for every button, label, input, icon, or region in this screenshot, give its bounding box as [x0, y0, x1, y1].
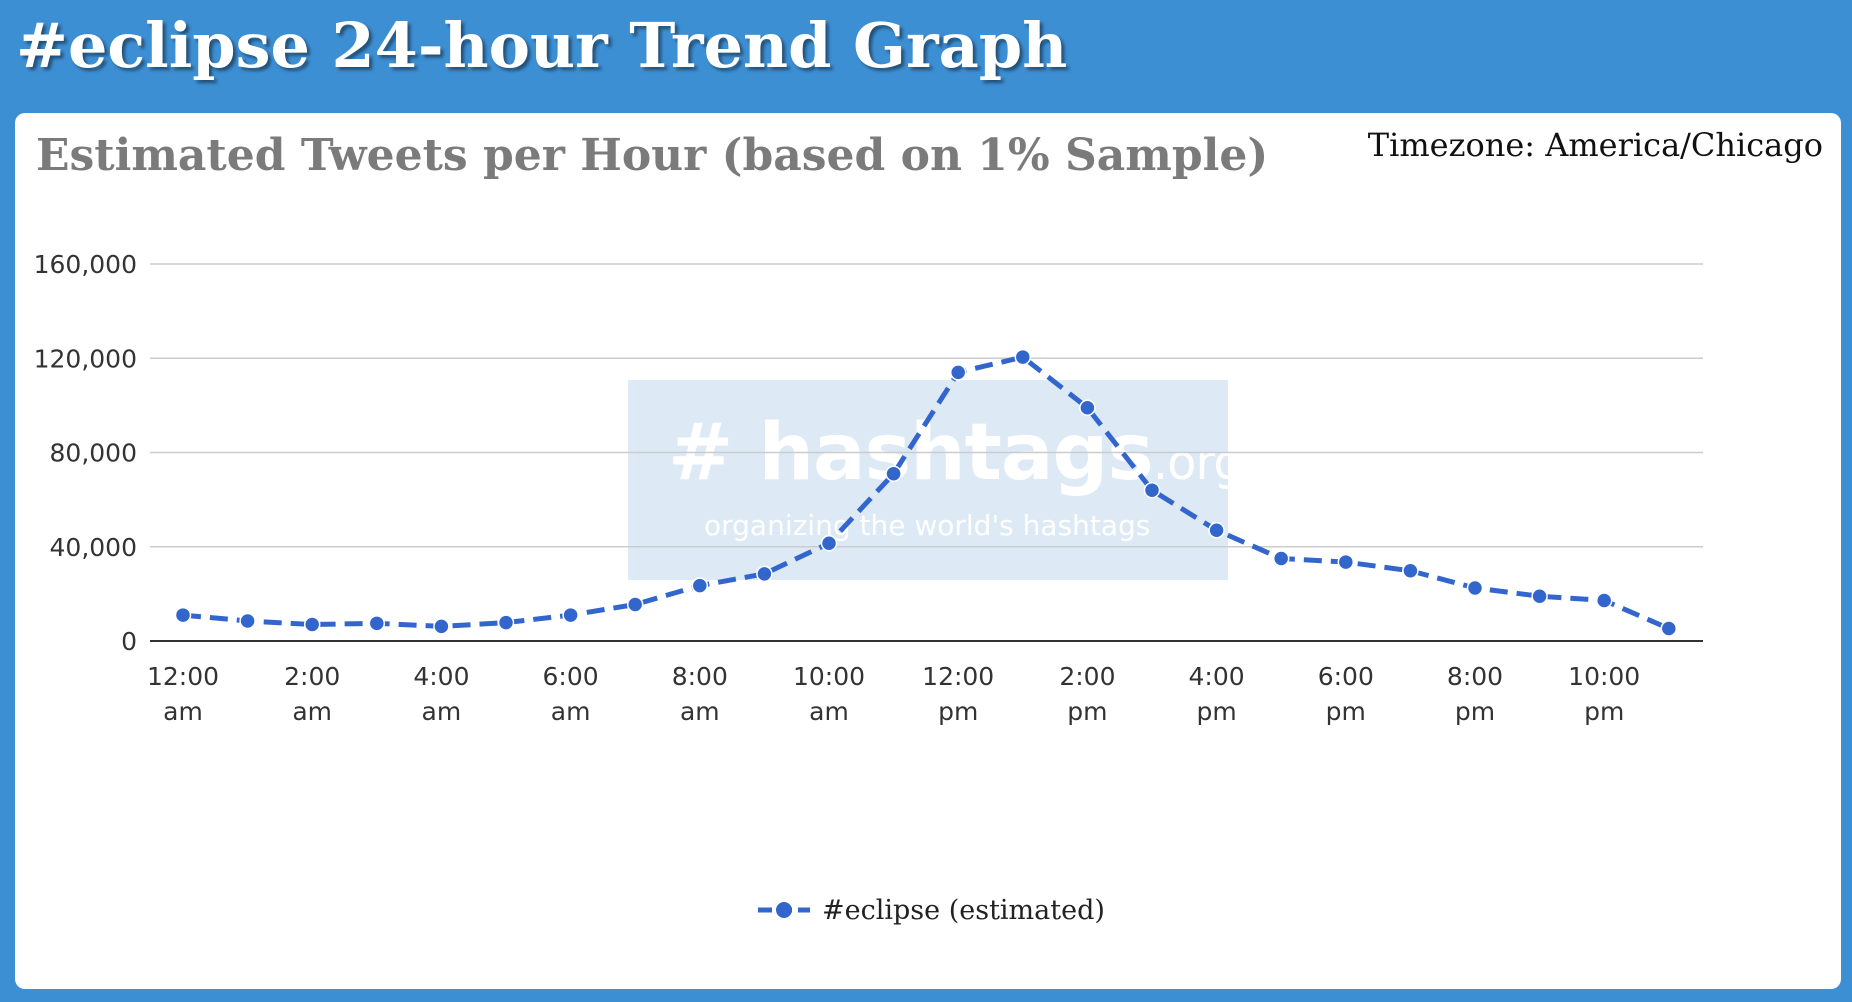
data-point[interactable]	[433, 618, 450, 635]
data-point[interactable]	[1143, 481, 1161, 499]
data-point[interactable]	[756, 565, 773, 583]
x-tick-label-time: 8:00	[1447, 662, 1503, 691]
legend-label: #eclipse (estimated)	[822, 894, 1105, 926]
y-tick-label: 0	[121, 627, 137, 656]
data-point[interactable]	[497, 614, 515, 631]
x-tick-label-time: 4:00	[1189, 662, 1245, 691]
data-point[interactable]	[239, 612, 256, 630]
timezone-label: Timezone: America/Chicago	[1367, 126, 1823, 164]
data-point[interactable]	[368, 615, 386, 632]
data-point[interactable]	[303, 616, 321, 633]
y-tick-label: 120,000	[34, 344, 137, 373]
data-point[interactable]	[562, 606, 579, 624]
x-tick-label-time: 10:00	[793, 662, 865, 691]
x-tick-label-period: pm	[1584, 697, 1624, 726]
data-point[interactable]	[820, 534, 838, 552]
x-tick-label-time: 12:00	[922, 662, 994, 691]
data-point[interactable]	[1014, 348, 1032, 366]
y-axis-ticks: 0 40,000 80,000 120,000 160,000	[34, 250, 137, 656]
x-tick-label-period: pm	[938, 697, 978, 726]
data-point[interactable]	[1272, 550, 1290, 567]
data-point[interactable]	[1079, 399, 1096, 416]
x-tick-label-period: am	[680, 697, 720, 726]
data-point[interactable]	[949, 364, 967, 381]
series-line	[182, 354, 1670, 631]
grid-layer	[150, 263, 1703, 642]
legend: #eclipse (estimated)	[756, 890, 1105, 930]
data-point[interactable]	[1402, 562, 1419, 580]
watermark-brand-suffix: .org	[1152, 435, 1244, 491]
x-tick-label-period: pm	[1196, 697, 1236, 726]
x-axis-ticks: 12:00 am 2:00 am 4:00 am 6:00 am 8:00 am 10:00 am 12…	[147, 662, 1640, 726]
x-tick-label-time: 8:00	[672, 662, 728, 691]
x-tick-label-period: am	[809, 697, 849, 726]
x-tick-label-period: pm	[1455, 697, 1495, 726]
watermark-tagline: organizing the world's hashtags	[704, 509, 1151, 542]
data-point[interactable]	[885, 465, 902, 482]
data-point[interactable]	[1660, 620, 1678, 637]
x-tick-label-period: am	[551, 697, 591, 726]
data-point[interactable]	[626, 596, 644, 613]
data-point[interactable]	[174, 606, 192, 624]
x-tick-label-time: 6:00	[1318, 662, 1374, 691]
x-tick-label-time: 10:00	[1568, 662, 1640, 691]
data-point[interactable]	[1531, 587, 1548, 605]
x-tick-label-period: am	[422, 697, 462, 726]
data-point[interactable]	[1208, 522, 1225, 539]
x-tick-label-time: 12:00	[147, 662, 219, 691]
y-tick-label: 80,000	[50, 439, 137, 468]
chart-title: Estimated Tweets per Hour (based on 1% S…	[36, 130, 1269, 181]
x-tick-label-period: am	[292, 697, 332, 726]
x-tick-label-time: 2:00	[1059, 662, 1115, 691]
data-point[interactable]	[1595, 592, 1613, 609]
line-chart: 0 40,000 80,000 120,000 160,000 12:00 am 2:00 a…	[34, 250, 1703, 726]
data-point[interactable]	[691, 577, 709, 594]
data-point[interactable]	[1466, 579, 1484, 597]
series-layer	[174, 348, 1678, 637]
page-title: #eclipse 24-hour Trend Graph	[16, 9, 1068, 82]
x-tick-label-time: 2:00	[284, 662, 340, 691]
x-tick-label-period: pm	[1067, 697, 1107, 726]
x-tick-label-period: pm	[1326, 697, 1366, 726]
x-tick-label-time: 6:00	[543, 662, 599, 691]
chart-panel: Estimated Tweets per Hour (based on 1% S…	[15, 113, 1841, 989]
x-tick-label-period: am	[163, 697, 203, 726]
y-tick-label: 40,000	[50, 533, 137, 562]
legend-swatch	[758, 902, 810, 918]
y-tick-label: 160,000	[34, 250, 137, 279]
data-point[interactable]	[1337, 553, 1355, 571]
x-tick-label-time: 4:00	[413, 662, 469, 691]
